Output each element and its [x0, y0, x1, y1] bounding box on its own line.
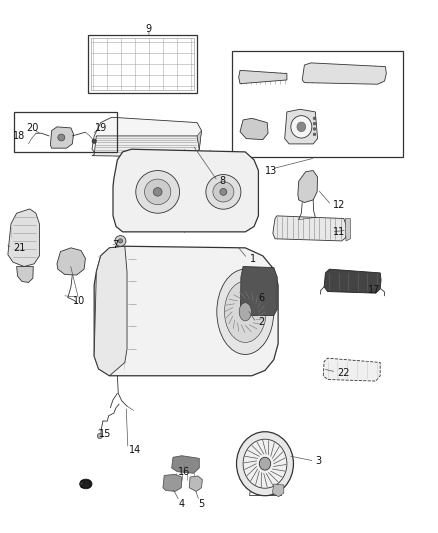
Ellipse shape [239, 303, 251, 321]
Text: 14: 14 [129, 446, 141, 455]
Polygon shape [273, 216, 347, 241]
Ellipse shape [136, 171, 180, 213]
Text: 4: 4 [179, 499, 185, 508]
Polygon shape [57, 248, 85, 275]
Text: 7: 7 [112, 240, 118, 250]
Ellipse shape [115, 236, 126, 246]
Bar [91, 38, 194, 90]
Bar [232, 51, 403, 157]
Text: 11: 11 [333, 227, 345, 237]
Polygon shape [345, 219, 350, 241]
Polygon shape [8, 209, 39, 266]
Ellipse shape [80, 479, 92, 489]
Text: 23: 23 [79, 480, 91, 490]
Ellipse shape [58, 134, 65, 141]
Ellipse shape [259, 457, 271, 470]
Polygon shape [298, 171, 318, 203]
Ellipse shape [145, 179, 171, 205]
Ellipse shape [217, 269, 274, 354]
Ellipse shape [313, 128, 316, 130]
Text: 18: 18 [13, 131, 25, 141]
Text: 13: 13 [265, 166, 278, 175]
Text: 1: 1 [250, 254, 256, 263]
Polygon shape [285, 109, 318, 144]
Polygon shape [272, 484, 284, 497]
Text: 2: 2 [258, 318, 265, 327]
Ellipse shape [97, 433, 102, 439]
Ellipse shape [313, 133, 316, 136]
Ellipse shape [291, 116, 312, 138]
Ellipse shape [92, 139, 96, 143]
Ellipse shape [225, 281, 266, 343]
Ellipse shape [213, 182, 234, 202]
Bar [88, 35, 197, 93]
Text: 15: 15 [99, 430, 111, 439]
Text: 10: 10 [73, 296, 85, 306]
Text: 16: 16 [178, 467, 190, 477]
Ellipse shape [297, 122, 306, 132]
Polygon shape [92, 117, 201, 160]
Text: 22: 22 [337, 368, 350, 378]
Polygon shape [189, 476, 202, 491]
Ellipse shape [118, 239, 123, 243]
Polygon shape [163, 474, 182, 491]
Text: 8: 8 [219, 176, 225, 186]
Text: 19: 19 [95, 123, 107, 133]
Ellipse shape [313, 117, 316, 120]
Polygon shape [50, 127, 74, 148]
Text: 12: 12 [333, 200, 345, 210]
Polygon shape [94, 246, 278, 376]
Polygon shape [240, 118, 268, 140]
Ellipse shape [313, 123, 316, 125]
Polygon shape [240, 266, 277, 316]
Ellipse shape [206, 175, 241, 209]
Polygon shape [197, 131, 201, 149]
Ellipse shape [243, 439, 287, 488]
Text: 6: 6 [258, 294, 265, 303]
Text: 20: 20 [27, 123, 39, 133]
Text: 17: 17 [368, 286, 380, 295]
Text: 3: 3 [315, 456, 321, 466]
Text: 9: 9 [146, 25, 152, 34]
Text: 5: 5 [198, 499, 205, 508]
Polygon shape [239, 70, 287, 84]
Ellipse shape [220, 189, 227, 195]
Ellipse shape [237, 432, 293, 496]
Polygon shape [17, 266, 33, 282]
Polygon shape [92, 136, 199, 157]
Ellipse shape [153, 188, 162, 196]
Polygon shape [94, 246, 127, 376]
Bar [14, 112, 117, 152]
Polygon shape [302, 63, 386, 84]
Polygon shape [323, 358, 380, 381]
Polygon shape [172, 456, 199, 473]
Polygon shape [113, 149, 258, 232]
Polygon shape [324, 269, 381, 293]
Text: 21: 21 [13, 243, 25, 253]
